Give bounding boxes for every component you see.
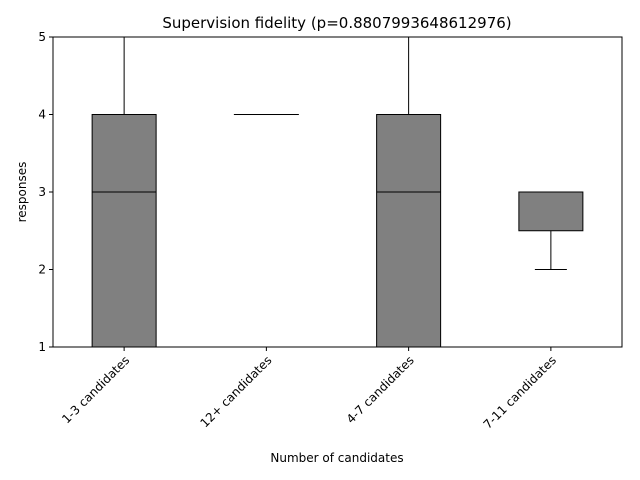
chart-title: Supervision fidelity (p=0.88079936486129…	[162, 14, 511, 32]
y-tick-label: 3	[38, 185, 46, 199]
box-1	[91, 114, 157, 348]
y-tick-label: 1	[38, 340, 46, 354]
y-tick-label: 5	[38, 30, 46, 44]
plot-area: 1 2 3 4 5 1-3 candidates 12+ candidates 4-7 can…	[38, 30, 623, 432]
x-axis-label: Number of candidates	[270, 451, 403, 465]
x-tick-label: 4-7 candidates	[344, 353, 417, 426]
y-axis-label: responses	[15, 162, 29, 223]
y-tick-label: 2	[38, 263, 46, 277]
axes-frame	[52, 36, 623, 348]
x-tick-label: 1-3 candidates	[59, 353, 132, 426]
box-3	[376, 114, 442, 348]
y-tick-label: 4	[38, 108, 46, 122]
x-tick-label: 7-11 candidates	[481, 353, 559, 431]
box-4	[518, 191, 584, 232]
x-tick-label: 12+ candidates	[197, 353, 274, 430]
